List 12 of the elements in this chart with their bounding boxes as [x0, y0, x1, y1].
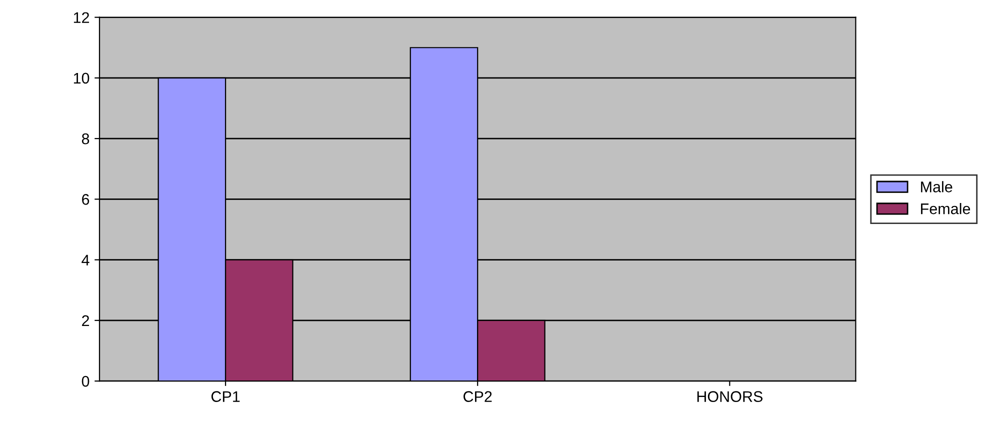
y-tick-label: 6: [82, 194, 90, 205]
x-tick-label: CP2: [464, 391, 492, 402]
legend-label: Male: [921, 181, 952, 192]
y-tick-label: 10: [74, 72, 90, 84]
legend-label: Female: [921, 203, 970, 214]
x-tick-label: HONORS: [697, 391, 762, 402]
y-tick-label: 2: [82, 315, 90, 326]
y-tick-label: 0: [82, 376, 90, 387]
x-tick-label: CP1: [211, 391, 240, 402]
y-tick-label: 12: [74, 12, 90, 23]
y-tick-label: 8: [82, 133, 90, 144]
y-tick-label: 4: [82, 254, 90, 266]
